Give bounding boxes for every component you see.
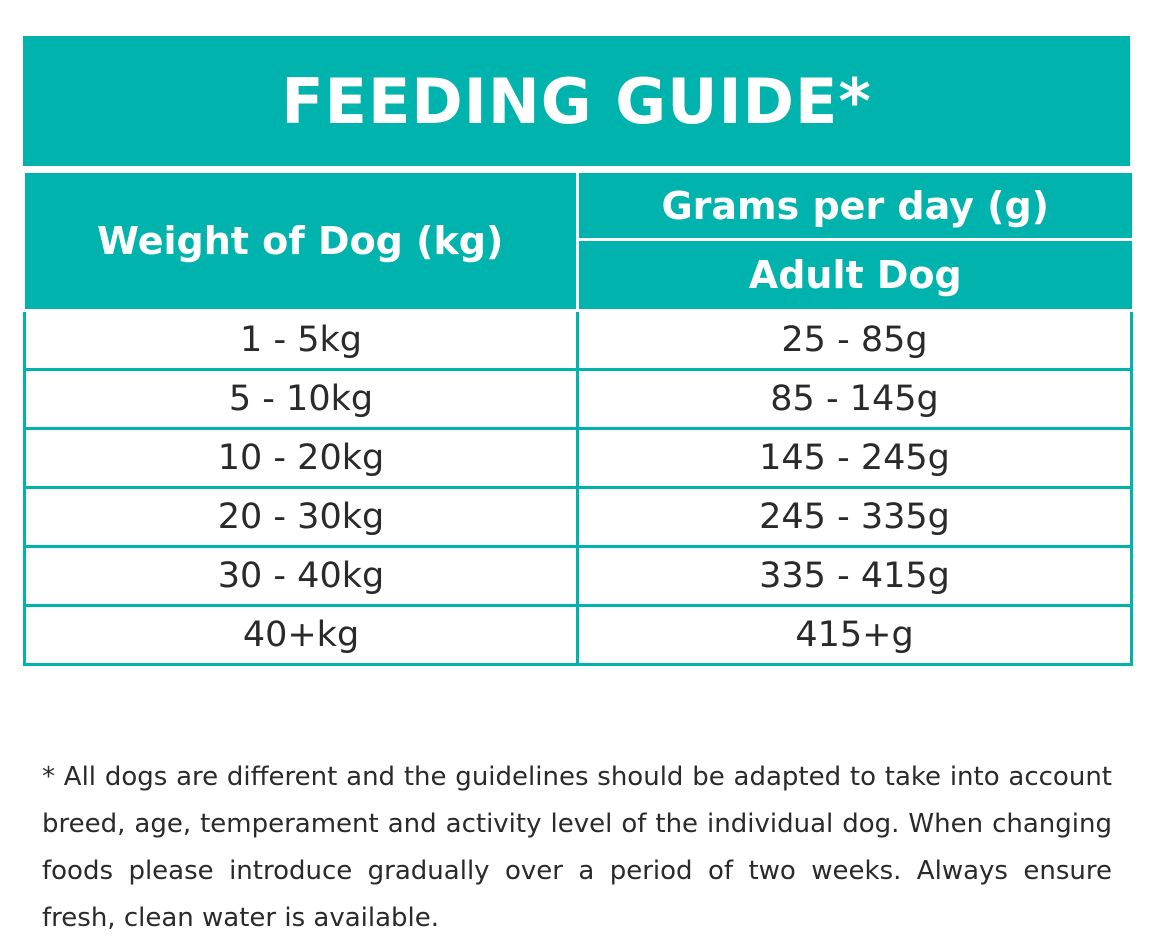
weight-cell: 40+kg [23,604,579,666]
weight-cell: 1 - 5kg [23,309,579,371]
grams-cell: 415+g [576,604,1133,666]
table-row: 1 - 5kg 25 - 85g [23,309,1133,371]
feeding-table: Weight of Dog (kg) Grams per day (g) Adu… [23,169,1133,666]
header-adult-dog: Adult Dog [576,238,1132,312]
grams-cell: 335 - 415g [576,545,1133,607]
weight-cell: 5 - 10kg [23,368,579,430]
table-row: 20 - 30kg 245 - 335g [23,486,1133,548]
table-row: 30 - 40kg 335 - 415g [23,545,1133,607]
grams-cell: 145 - 245g [576,427,1133,489]
table-row: 40+kg 415+g [23,604,1133,666]
table-row: 5 - 10kg 85 - 145g [23,368,1133,430]
header-weight: Weight of Dog (kg) [24,170,579,312]
guide-title: FEEDING GUIDE* [23,36,1130,166]
grams-cell: 25 - 85g [576,309,1133,371]
grams-cell: 245 - 335g [576,486,1133,548]
table-row: 10 - 20kg 145 - 245g [23,427,1133,489]
header-grams-per-day: Grams per day (g) [576,169,1132,242]
grams-cell: 85 - 145g [576,368,1133,430]
weight-cell: 20 - 30kg [23,486,579,548]
feeding-guide: FEEDING GUIDE* Weight of Dog (kg) Grams … [23,36,1133,666]
footnote: * All dogs are different and the guideli… [42,762,1112,933]
weight-cell: 10 - 20kg [23,427,579,489]
weight-cell: 30 - 40kg [23,545,579,607]
